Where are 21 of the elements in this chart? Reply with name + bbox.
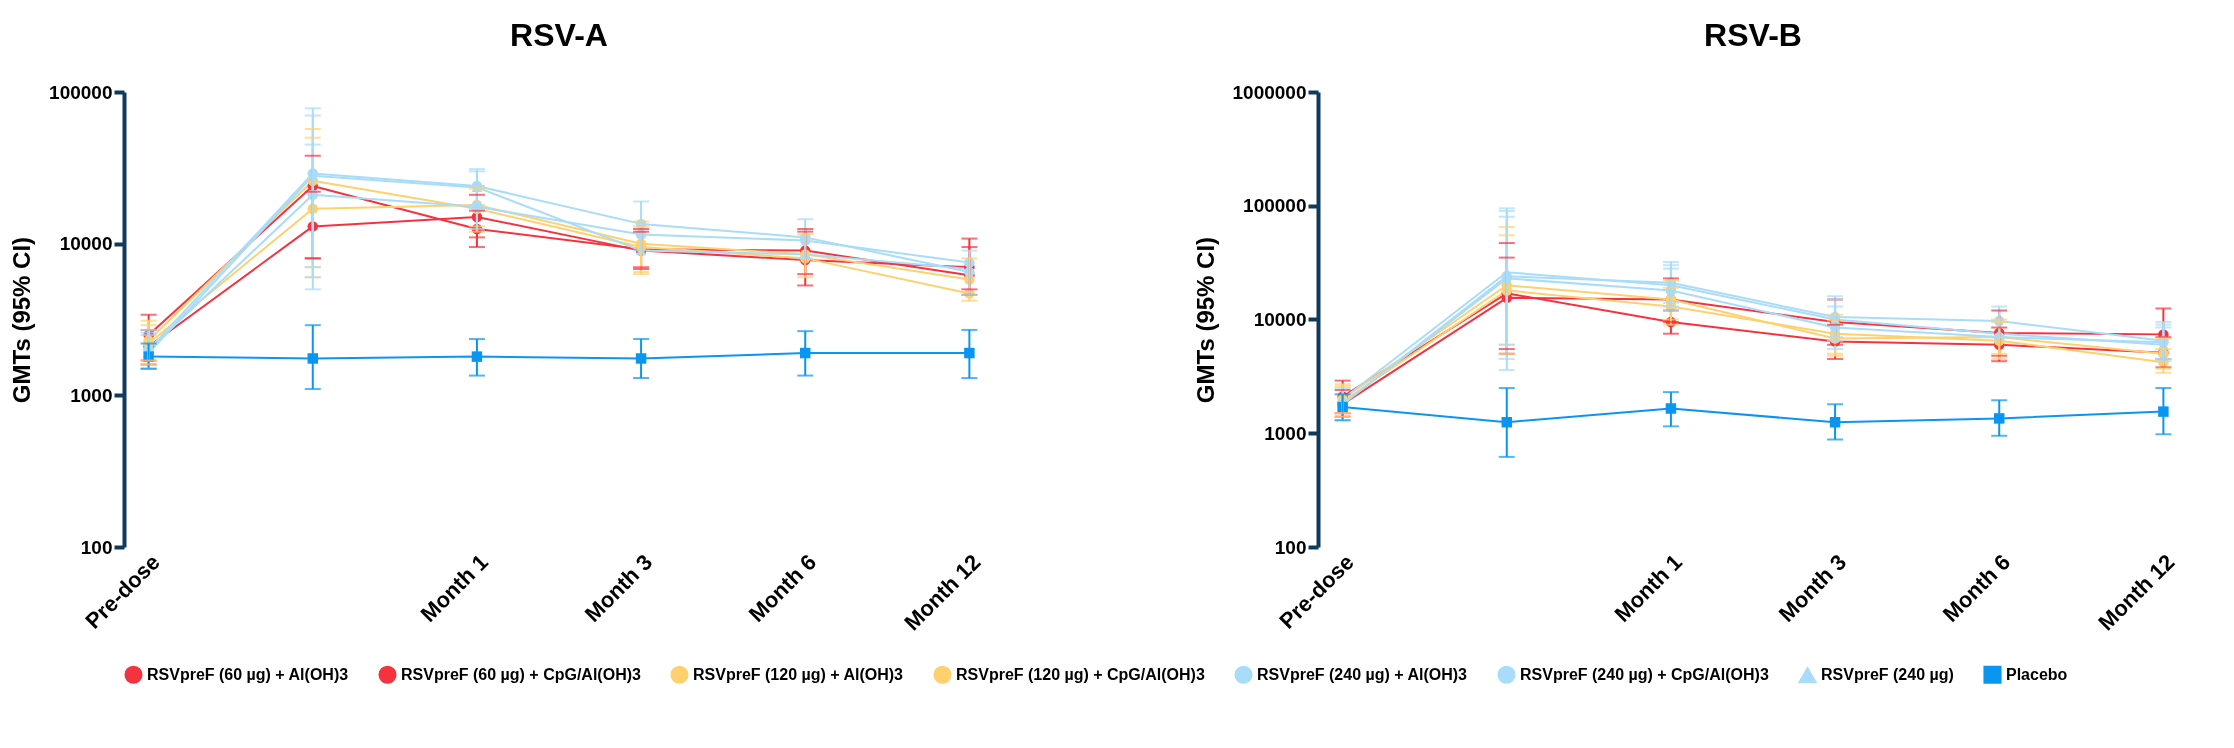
y-axis-title: GMTs (95% CI) bbox=[1191, 236, 1219, 404]
legend-label: RSVpreF (240 µg) + Al(OH)3 bbox=[1257, 665, 1468, 683]
legend-label: RSVpreF (60 µg) + Al(OH)3 bbox=[147, 665, 349, 683]
chart-title: RSV-B bbox=[1704, 17, 1802, 53]
legend-label: RSVpreF (240 µg) bbox=[1821, 666, 1954, 684]
legend-label: Placebo bbox=[2006, 665, 2068, 683]
y-tick-label: 100 bbox=[1274, 536, 1307, 558]
y-tick-label: 100 bbox=[80, 536, 113, 558]
legend-label: RSVpreF (240 µg) + CpG/Al(OH)3 bbox=[1520, 665, 1769, 683]
y-tick-label: 100000 bbox=[1243, 195, 1307, 217]
y-tick-label: 1000 bbox=[70, 384, 113, 406]
chart-title: RSV-A bbox=[510, 17, 608, 53]
legend-label: RSVpreF (120 µg) + CpG/Al(OH)3 bbox=[956, 665, 1205, 683]
y-tick-label: 100000 bbox=[49, 81, 113, 103]
y-tick-label: 1000 bbox=[1264, 422, 1307, 444]
y-axis-title: GMTs (95% CI) bbox=[8, 236, 36, 404]
y-tick-label: 10000 bbox=[1253, 309, 1307, 330]
legend-label: RSVpreF (60 µg) + CpG/Al(OH)3 bbox=[401, 665, 642, 683]
legend-label: RSVpreF (120 µg) + Al(OH)3 bbox=[693, 665, 904, 683]
y-tick-label: 10000 bbox=[59, 233, 113, 255]
y-tick-label: 1000000 bbox=[1232, 81, 1307, 103]
